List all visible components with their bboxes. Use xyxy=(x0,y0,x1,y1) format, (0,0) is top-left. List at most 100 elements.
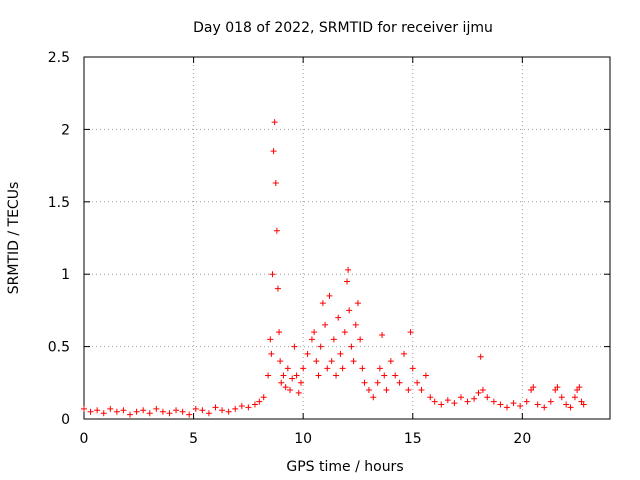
data-points xyxy=(81,119,587,418)
data-point xyxy=(471,395,478,402)
x-tick-label: 10 xyxy=(294,431,312,447)
data-point xyxy=(354,300,361,307)
data-point xyxy=(333,372,340,379)
data-point xyxy=(270,148,277,155)
x-tick-label: 0 xyxy=(80,431,89,447)
data-point xyxy=(451,400,458,407)
data-point xyxy=(304,350,311,357)
data-point xyxy=(345,266,352,273)
data-point xyxy=(324,365,331,372)
data-point xyxy=(179,408,186,415)
axis-ticks: 0 5 10 15 20 0 0.5 1 1.5 2 2.5 xyxy=(48,50,610,447)
y-tick-label: 0 xyxy=(61,412,70,428)
data-point xyxy=(159,408,166,415)
data-point xyxy=(322,321,329,328)
data-point xyxy=(284,365,291,372)
data-point xyxy=(379,332,386,339)
data-point xyxy=(337,350,344,357)
data-point xyxy=(350,358,357,365)
data-point xyxy=(359,365,366,372)
x-tick-label: 20 xyxy=(513,431,531,447)
data-point xyxy=(300,365,307,372)
data-point xyxy=(295,389,302,396)
data-point xyxy=(418,387,425,394)
data-point xyxy=(344,278,350,285)
data-point xyxy=(319,300,326,307)
data-point xyxy=(120,407,127,414)
data-point xyxy=(186,411,193,418)
data-point xyxy=(87,408,94,415)
data-point xyxy=(457,394,464,401)
data-point xyxy=(107,405,114,412)
data-point xyxy=(464,398,471,405)
x-tick-label: 15 xyxy=(404,431,422,447)
y-tick-label: 1.5 xyxy=(48,195,70,211)
data-point xyxy=(392,372,399,379)
data-point xyxy=(517,402,524,409)
data-point xyxy=(534,401,541,408)
data-point xyxy=(297,379,304,386)
data-point xyxy=(140,407,147,414)
data-point xyxy=(315,372,322,379)
data-point xyxy=(317,343,324,350)
data-point xyxy=(567,404,574,411)
data-point xyxy=(274,285,281,292)
data-point xyxy=(94,407,101,414)
data-point xyxy=(387,358,394,365)
data-point xyxy=(268,350,275,357)
data-point xyxy=(547,398,554,405)
data-point xyxy=(251,401,258,408)
data-point xyxy=(479,387,486,394)
data-point xyxy=(328,358,335,365)
data-point xyxy=(245,404,252,411)
data-point xyxy=(287,387,294,394)
data-point xyxy=(293,372,300,379)
data-point xyxy=(361,379,368,386)
data-point xyxy=(475,389,482,396)
data-point xyxy=(510,400,517,407)
data-point xyxy=(335,314,342,321)
data-point xyxy=(381,372,388,379)
data-point xyxy=(205,410,212,417)
data-point xyxy=(238,402,245,409)
data-point xyxy=(523,398,530,405)
data-point xyxy=(265,372,272,379)
data-point xyxy=(431,398,438,405)
data-point xyxy=(576,384,583,391)
data-point xyxy=(278,379,285,386)
data-point xyxy=(280,372,287,379)
data-point xyxy=(313,358,320,365)
data-point xyxy=(127,411,134,418)
data-point xyxy=(409,365,416,372)
data-point xyxy=(267,336,274,343)
data-point xyxy=(414,379,421,386)
data-point xyxy=(100,410,107,417)
data-point xyxy=(276,329,283,336)
data-point xyxy=(308,336,315,343)
data-point xyxy=(273,227,280,234)
x-tick-label: 5 xyxy=(189,431,198,447)
data-point xyxy=(490,398,497,405)
x-axis-label: GPS time / hours xyxy=(286,459,403,475)
data-point xyxy=(166,410,173,417)
data-point xyxy=(272,179,279,186)
data-point xyxy=(348,343,355,350)
data-point xyxy=(444,397,451,404)
data-point xyxy=(497,401,504,408)
grid-lines xyxy=(84,57,610,419)
data-point xyxy=(341,329,348,336)
chart-title: Day 018 of 2022, SRMTID for receiver ijm… xyxy=(193,20,493,36)
data-point xyxy=(326,292,333,299)
data-point xyxy=(396,379,403,386)
data-point xyxy=(580,401,587,408)
data-point xyxy=(146,410,153,417)
data-point xyxy=(339,365,346,372)
data-point xyxy=(311,329,318,336)
data-point xyxy=(484,394,491,401)
data-point xyxy=(277,358,284,365)
data-point xyxy=(289,375,296,382)
data-point xyxy=(503,404,510,411)
data-point xyxy=(232,405,239,412)
data-point xyxy=(571,394,578,401)
